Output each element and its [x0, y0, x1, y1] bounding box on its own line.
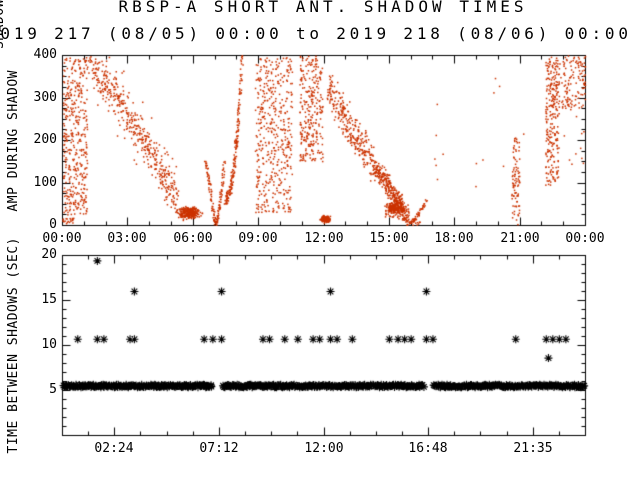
top-x-tick-label: 21:00 [500, 231, 540, 246]
top-y-tick-label: 300 [33, 90, 57, 105]
bottom-y-tick-label: 5 [49, 382, 57, 397]
bottom-y-tick-label: 10 [41, 337, 57, 352]
top-x-tick-label: 00:00 [565, 231, 605, 246]
top-panel-ylabel-clipped: SHADOW [0, 0, 7, 49]
top-x-tick-label: 09:00 [238, 231, 278, 246]
bottom-x-tick-label: 02:24 [94, 441, 134, 456]
bottom-x-tick-label: 16:48 [408, 441, 448, 456]
bottom-x-tick-label: 07:12 [199, 441, 239, 456]
top-y-tick-label: 200 [33, 132, 57, 147]
chart-subtitle: 2019 217 (08/05) 00:00 to 2019 218 (08/0… [0, 24, 632, 43]
top-y-tick-label: 100 [33, 175, 57, 190]
bottom-y-tick-label: 15 [41, 292, 57, 307]
bottom-x-tick-label: 12:00 [304, 441, 344, 456]
top-x-tick-label: 18:00 [434, 231, 474, 246]
top-x-tick-label: 15:00 [369, 231, 409, 246]
top-y-tick-label: 0 [49, 217, 57, 232]
top-x-tick-label: 00:00 [42, 231, 82, 246]
top-panel-ylabel: AMP DURING SHADOW [6, 70, 21, 212]
chart-title: RBSP-A SHORT ANT. SHADOW TIMES [118, 0, 528, 16]
top-y-tick-label: 400 [33, 47, 57, 62]
bottom-panel-ylabel: TIME BETWEEN SHADOWS (SEC) [6, 237, 21, 454]
bottom-y-tick-label: 20 [41, 247, 57, 262]
bottom-x-tick-label: 21:35 [513, 441, 553, 456]
top-x-tick-label: 03:00 [107, 231, 147, 246]
top-x-tick-label: 12:00 [304, 231, 344, 246]
top-x-tick-label: 06:00 [173, 231, 213, 246]
